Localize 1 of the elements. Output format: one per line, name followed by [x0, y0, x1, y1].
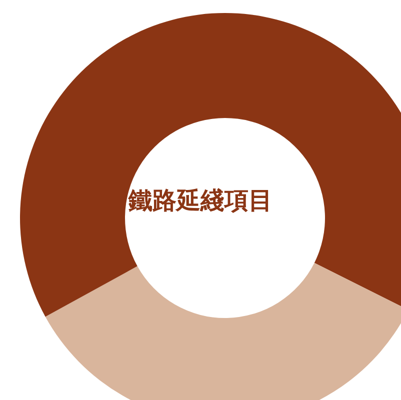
text: 鐵路延綫項目	[128, 186, 272, 215]
